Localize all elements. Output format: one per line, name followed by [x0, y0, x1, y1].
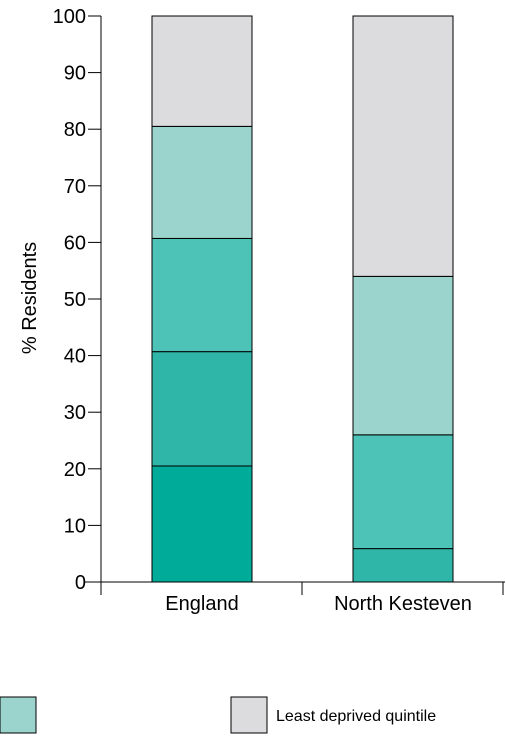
y-tick-label: 80 — [64, 119, 86, 141]
bar-segment — [352, 275, 454, 436]
bar-segment — [151, 125, 253, 239]
y-tick-label: 40 — [64, 346, 86, 368]
category-label: England — [165, 593, 238, 615]
y-tick-label: 100 — [53, 6, 86, 28]
category-label: North Kesteven — [334, 593, 472, 615]
y-tick-label: 20 — [64, 459, 86, 481]
bar-segment — [151, 465, 253, 583]
legend-swatch — [0, 696, 37, 734]
y-tick-label: 60 — [64, 232, 86, 254]
y-tick-label: 50 — [64, 289, 86, 311]
bar-segment — [352, 15, 454, 277]
bar-segment — [151, 15, 253, 127]
bar-segment — [151, 351, 253, 467]
bar-segment — [352, 434, 454, 550]
y-tick-label: 10 — [64, 515, 86, 537]
x-axis: England North Kesteven — [85, 581, 505, 615]
legend: Least deprived quintile — [0, 696, 436, 734]
y-tick-label: 70 — [64, 176, 86, 198]
legend-label: Least deprived quintile — [276, 708, 436, 725]
y-tick-label: 0 — [75, 572, 86, 594]
bars — [151, 15, 454, 583]
y-axis-title: % Residents — [19, 242, 41, 354]
legend-swatch — [230, 696, 268, 734]
bar-segment — [352, 548, 454, 583]
y-tick-label: 30 — [64, 402, 86, 424]
y-tick-label: 90 — [64, 63, 86, 85]
bar-segment — [151, 237, 253, 353]
y-axis: 0 10 20 30 40 50 60 70 80 90 100 — [53, 6, 102, 594]
